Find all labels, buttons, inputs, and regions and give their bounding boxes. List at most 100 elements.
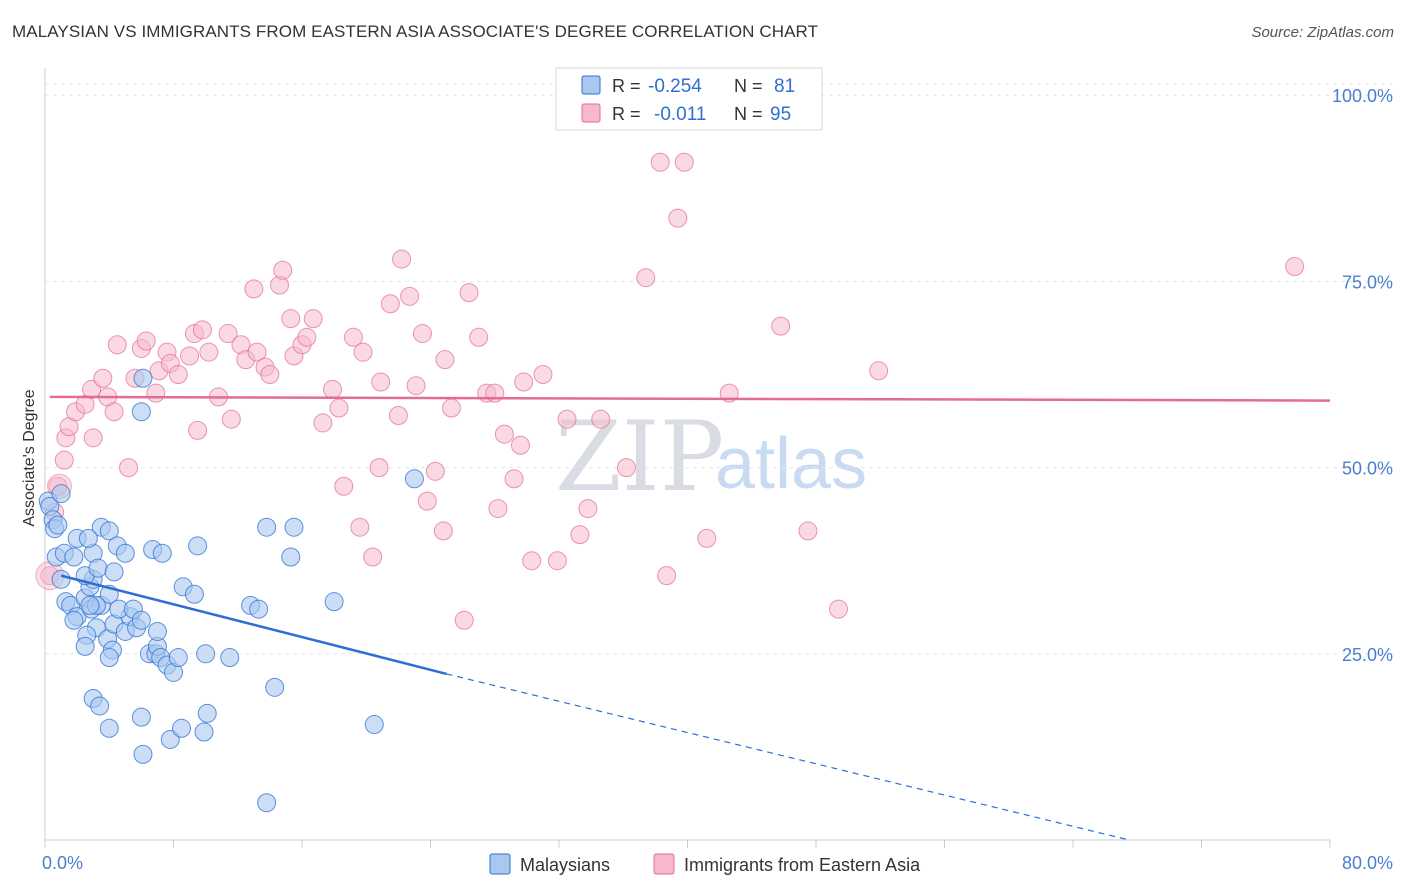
immigrants-point [668, 208, 688, 228]
immigrants-point [329, 398, 349, 418]
immigrants-point [273, 260, 293, 280]
immigrants-point [363, 547, 383, 567]
immigrants-point [104, 402, 124, 422]
source-label: Source: ZipAtlas.com [1251, 24, 1394, 41]
immigrants-point [869, 361, 889, 381]
legend-swatch-malaysians [489, 853, 511, 875]
legend-r-label-1: R = [612, 76, 641, 96]
immigrants-point [323, 379, 343, 399]
malaysians-point [64, 610, 84, 630]
immigrants-point [454, 610, 474, 630]
immigrants-point [93, 368, 113, 388]
immigrants-point [591, 409, 611, 429]
immigrants-point [83, 428, 103, 448]
malaysians-point [184, 584, 204, 604]
immigrants-point [350, 517, 370, 537]
immigrants-point [425, 461, 445, 481]
malaysians-point [104, 562, 124, 582]
immigrants-point [533, 365, 553, 385]
immigrants-point [54, 450, 74, 470]
malaysians-point [99, 648, 119, 668]
watermark-atlas: atlas [715, 424, 867, 504]
immigrants-point [494, 424, 514, 444]
immigrants-point [380, 294, 400, 314]
immigrants-point [199, 342, 219, 362]
immigrants-point [281, 309, 301, 329]
legend-swatch-immigrants [653, 853, 675, 875]
axes [44, 68, 1331, 848]
immigrants-point [244, 279, 264, 299]
immigrants-point [221, 409, 241, 429]
immigrants-point [469, 327, 489, 347]
immigrants-point [547, 551, 567, 571]
malaysians-point [75, 636, 95, 656]
malaysians-point [284, 517, 304, 537]
immigrants-point [578, 499, 598, 519]
immigrants-point [168, 365, 188, 385]
immigrants-point [146, 383, 166, 403]
malaysians-point [51, 569, 71, 589]
y-tick-labels: 25.0% 50.0% 75.0% 100.0% [1332, 86, 1393, 665]
immigrants-point [303, 309, 323, 329]
immigrants-point [828, 599, 848, 619]
immigrants-point [188, 420, 208, 440]
legend-swatch-pink [581, 103, 601, 123]
malaysians-point [90, 696, 110, 716]
malaysians-trend-extension [446, 673, 1130, 841]
immigrants-point [412, 324, 432, 344]
immigrants-point [392, 249, 412, 269]
immigrants-trend-line [49, 395, 1331, 402]
legend-n-label-2: N = [734, 104, 763, 124]
immigrants-point [260, 365, 280, 385]
immigrants-point [570, 525, 590, 545]
malaysians-point [194, 722, 214, 742]
immigrants-point [180, 346, 200, 366]
zipatlas-watermark: ZIP atlas [555, 401, 867, 513]
malaysians-point [220, 648, 240, 668]
immigrants-point [107, 335, 127, 355]
chart-title: MALAYSIAN VS IMMIGRANTS FROM EASTERN ASI… [12, 22, 819, 41]
legend-r-label-2: R = [612, 104, 641, 124]
legend-swatch-blue [581, 75, 601, 95]
immigrants-point [650, 152, 670, 172]
immigrants-point [334, 476, 354, 496]
immigrants-point [441, 398, 461, 418]
malaysians-point [324, 592, 344, 612]
immigrants-point [557, 409, 577, 429]
legend-n-value-2: 95 [770, 104, 791, 125]
malaysians-point [364, 715, 384, 735]
y-tick-label: 50.0% [1342, 459, 1393, 479]
immigrants-point [369, 458, 389, 478]
immigrants-point [488, 499, 508, 519]
immigrants-point [192, 320, 212, 340]
stats-legend: R = -0.254 N = 81 R = -0.011 N = 95 [555, 67, 823, 131]
watermark-zip: ZIP [555, 401, 724, 513]
legend-label-malaysians: Malaysians [520, 855, 610, 875]
malaysians-point [265, 677, 285, 697]
malaysians-point [133, 368, 153, 388]
immigrants-point [433, 521, 453, 541]
malaysians-point [172, 718, 192, 738]
malaysians-point [99, 718, 119, 738]
immigrants-point [674, 152, 694, 172]
immigrants-point [1285, 257, 1305, 277]
malaysians-point [196, 644, 216, 664]
legend-n-label-1: N = [734, 76, 763, 96]
malaysians-point [51, 484, 71, 504]
malaysians-point [131, 402, 151, 422]
immigrants-point [313, 413, 333, 433]
malaysians-point [133, 744, 153, 764]
immigrants-point [297, 327, 317, 347]
x-tick-label-min: 0.0% [42, 853, 83, 873]
immigrants-point [371, 372, 391, 392]
malaysians-point [257, 793, 277, 813]
immigrants-point [697, 528, 717, 548]
malaysians-point [249, 599, 269, 619]
malaysians-trend-line [60, 574, 447, 676]
immigrants-point [657, 566, 677, 586]
trend-lines [49, 395, 1331, 841]
malaysians-point [152, 543, 172, 563]
malaysians-point [78, 528, 98, 548]
immigrants-point [119, 458, 139, 478]
